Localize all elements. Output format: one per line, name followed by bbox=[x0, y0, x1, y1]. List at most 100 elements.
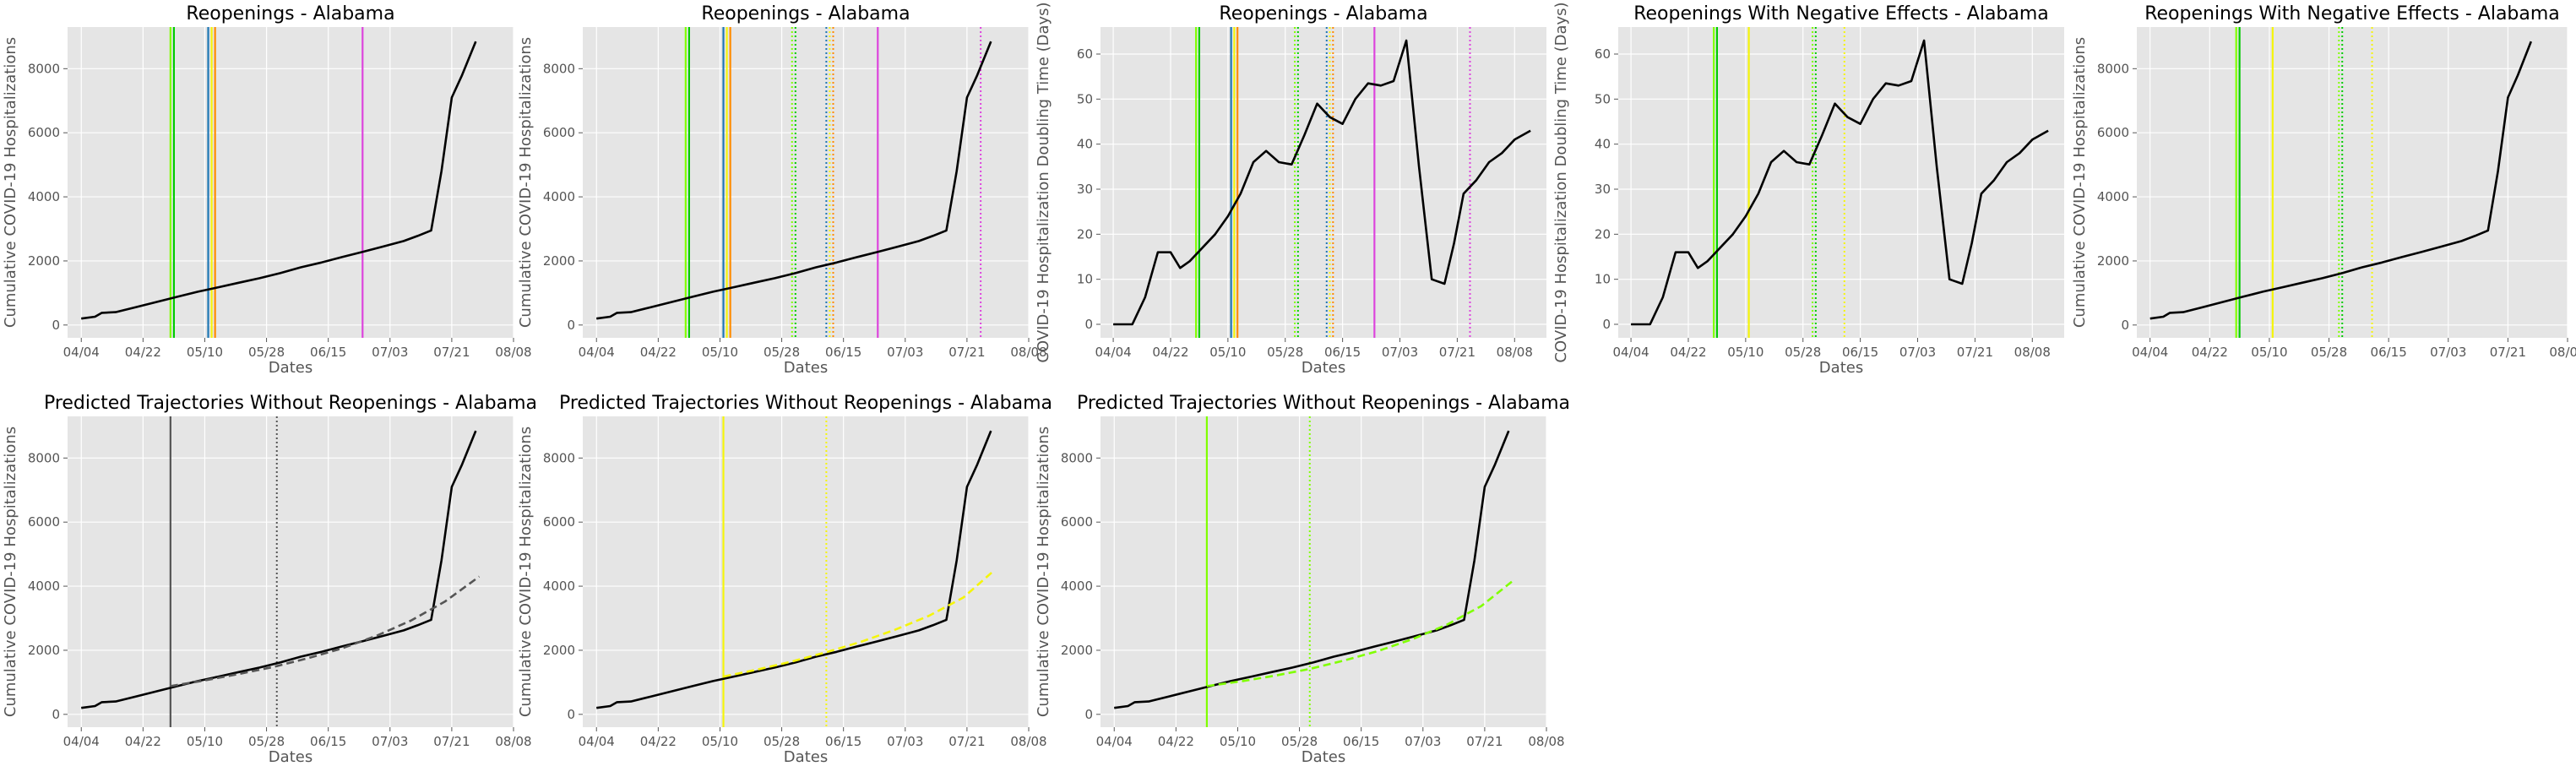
x-tick-label: 04/22 bbox=[1670, 345, 1706, 360]
x-tick-label: 07/03 bbox=[1899, 345, 1936, 360]
x-tick-label: 05/28 bbox=[764, 734, 800, 749]
x-tick-label: 07/21 bbox=[948, 734, 985, 749]
y-axis-label: COVID-19 Hospitalization Doubling Time (… bbox=[1552, 2, 1570, 362]
chart-title: Reopenings - Alabama bbox=[701, 3, 910, 24]
x-tick-label: 07/21 bbox=[948, 345, 985, 360]
x-tick-label: 05/10 bbox=[702, 734, 738, 749]
series-group bbox=[81, 41, 477, 320]
event-lines bbox=[2235, 27, 2373, 338]
x-tick-label: 04/22 bbox=[640, 345, 677, 360]
y-tick-label: 0 bbox=[2121, 318, 2129, 333]
event-lines bbox=[169, 416, 278, 727]
y-tick-label: 0 bbox=[52, 707, 60, 722]
chart-title: Reopenings With Negative Effects - Alaba… bbox=[1633, 3, 2049, 24]
hospitalization-line bbox=[81, 430, 477, 709]
x-tick-label: 05/28 bbox=[2311, 345, 2347, 360]
hospitalization-line bbox=[81, 41, 477, 320]
x-axis-label: Dates bbox=[784, 748, 828, 766]
x-tick-label: 06/15 bbox=[1324, 345, 1361, 360]
series-group bbox=[1114, 430, 1514, 709]
y-tick-label: 10 bbox=[1077, 272, 1093, 287]
x-tick-label: 06/15 bbox=[1343, 734, 1379, 749]
x-tick-label: 07/21 bbox=[2490, 345, 2526, 360]
event-lines bbox=[169, 27, 364, 338]
chart-title: Reopenings With Negative Effects - Alaba… bbox=[2144, 3, 2560, 24]
x-tick-label: 06/15 bbox=[2371, 345, 2407, 360]
x-tick-label: 05/10 bbox=[187, 734, 223, 749]
y-tick-label: 0 bbox=[52, 318, 60, 333]
y-tick-label: 6000 bbox=[2097, 125, 2129, 140]
x-tick-label: 07/03 bbox=[1405, 734, 1441, 749]
plot-area bbox=[583, 416, 1029, 727]
y-tick-label: 4000 bbox=[543, 579, 575, 594]
x-tick-label: 04/22 bbox=[125, 345, 161, 360]
y-tick-label: 8000 bbox=[2097, 61, 2129, 76]
x-tick-label: 05/28 bbox=[248, 734, 285, 749]
event-lines bbox=[684, 27, 982, 338]
plot-area bbox=[68, 416, 514, 727]
x-tick-label: 07/03 bbox=[2430, 345, 2466, 360]
y-tick-label: 4000 bbox=[1061, 579, 1093, 594]
x-tick-label: 04/22 bbox=[1152, 345, 1188, 360]
chart-panel-p8: 04/04 04/22 05/10 05/28 06/15 07/03 07/21 08/08… bbox=[1035, 393, 1570, 766]
y-tick-label: 50 bbox=[1595, 91, 1611, 106]
series-group bbox=[1631, 39, 2049, 326]
x-tick-label: 07/21 bbox=[433, 345, 470, 360]
x-tick-label: 07/03 bbox=[372, 345, 408, 360]
y-axis-label: Cumulative COVID-19 Hospitalizations bbox=[2, 427, 19, 717]
x-tick-label: 04/04 bbox=[1095, 345, 1131, 360]
y-axis-label: Cumulative COVID-19 Hospitalizations bbox=[2071, 37, 2089, 328]
x-tick-label: 07/03 bbox=[1382, 345, 1418, 360]
y-axis-label: Cumulative COVID-19 Hospitalizations bbox=[2, 37, 19, 328]
chart-title: Predicted Trajectories Without Reopening… bbox=[1077, 393, 1570, 414]
y-tick-label: 0 bbox=[567, 318, 575, 333]
predicted-trajectory-line bbox=[170, 575, 481, 687]
x-tick-label: 04/04 bbox=[63, 734, 100, 749]
chart-panel-p6: 04/04 04/22 05/10 05/28 06/15 07/03 07/21 08/08… bbox=[2, 393, 537, 766]
x-tick-label: 08/08 bbox=[495, 345, 531, 360]
x-tick-label: 05/10 bbox=[1209, 345, 1246, 360]
series-group bbox=[596, 41, 992, 320]
y-axis-label: COVID-19 Hospitalization Doubling Time (… bbox=[1035, 2, 1052, 362]
hospitalization-line bbox=[1114, 430, 1510, 709]
chart-title: Reopenings - Alabama bbox=[186, 3, 394, 24]
x-tick-label: 07/21 bbox=[433, 734, 470, 749]
series-group bbox=[1113, 39, 1531, 326]
x-tick-label: 06/15 bbox=[310, 345, 346, 360]
y-tick-label: 6000 bbox=[1061, 514, 1093, 530]
predicted-trajectory-line bbox=[723, 569, 996, 678]
hospitalization-line bbox=[2149, 41, 2533, 320]
event-lines bbox=[1713, 27, 1845, 338]
x-tick-label: 04/04 bbox=[1612, 345, 1649, 360]
y-tick-label: 0 bbox=[1602, 317, 1611, 332]
x-axis-label: Dates bbox=[269, 359, 312, 377]
chart-panel-p7: 04/04 04/22 05/10 05/28 06/15 07/03 07/21 08/08… bbox=[517, 393, 1052, 766]
x-tick-label: 08/08 bbox=[1010, 345, 1046, 360]
x-tick-label: 05/10 bbox=[1220, 734, 1256, 749]
y-tick-label: 6000 bbox=[28, 514, 60, 530]
x-tick-label: 04/22 bbox=[640, 734, 677, 749]
y-tick-label: 60 bbox=[1595, 46, 1611, 62]
y-tick-label: 50 bbox=[1077, 91, 1093, 106]
x-axis-label: Dates bbox=[269, 748, 312, 766]
y-tick-label: 0 bbox=[1084, 707, 1093, 722]
x-tick-label: 08/08 bbox=[1528, 734, 1564, 749]
x-tick-label: 07/03 bbox=[372, 734, 408, 749]
hospitalization-line bbox=[1631, 39, 2049, 326]
x-tick-label: 05/10 bbox=[2251, 345, 2287, 360]
x-tick-label: 04/04 bbox=[579, 345, 615, 360]
series-group bbox=[596, 430, 996, 709]
x-tick-label: 05/28 bbox=[1785, 345, 1821, 360]
y-axis-label: Cumulative COVID-19 Hospitalizations bbox=[517, 427, 535, 717]
plot-area bbox=[583, 27, 1029, 338]
x-tick-label: 07/03 bbox=[887, 734, 923, 749]
y-tick-label: 8000 bbox=[543, 61, 575, 76]
x-tick-label: 04/22 bbox=[125, 734, 161, 749]
y-tick-label: 40 bbox=[1077, 137, 1093, 152]
plot-area bbox=[1618, 27, 2064, 338]
x-tick-label: 06/15 bbox=[310, 734, 346, 749]
y-tick-label: 10 bbox=[1595, 272, 1611, 287]
plot-area bbox=[1101, 27, 1546, 338]
x-tick-label: 05/10 bbox=[1727, 345, 1764, 360]
